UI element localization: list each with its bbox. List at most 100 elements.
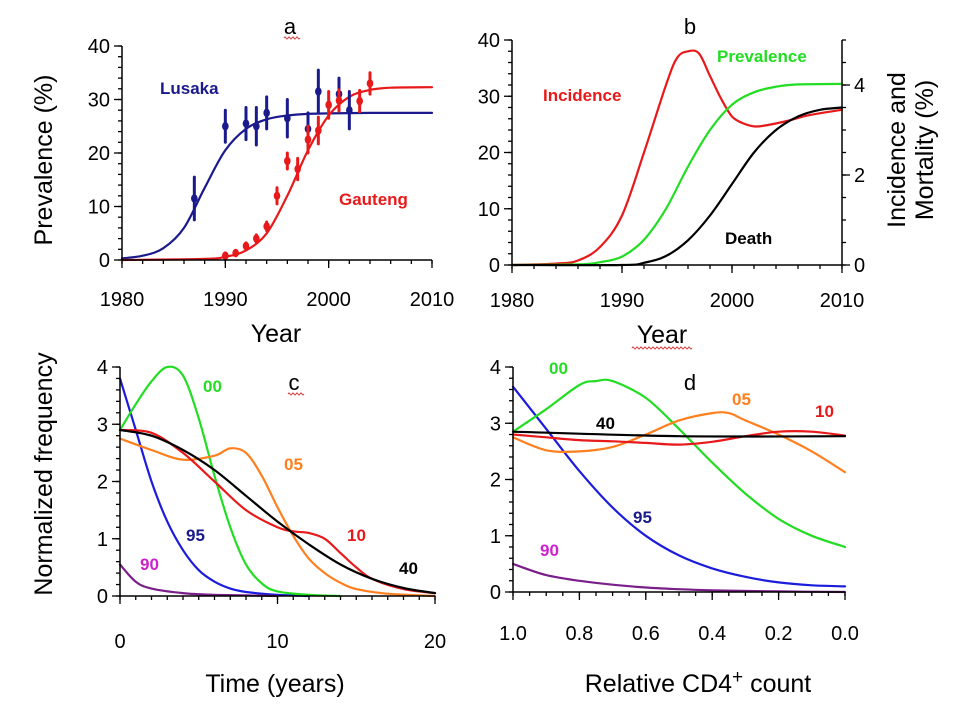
series-label-d-10: 10 bbox=[815, 402, 834, 421]
annotation-death: Death bbox=[725, 229, 772, 248]
series-label-d-95: 95 bbox=[633, 508, 652, 527]
y-tick-label-left-c: 2 bbox=[97, 472, 108, 494]
series-label-d-00: 00 bbox=[549, 359, 568, 378]
y-tick-label-right-b: 4 bbox=[854, 75, 865, 97]
x-tick-label-c: 20 bbox=[424, 631, 446, 653]
series-label-d-90: 90 bbox=[540, 541, 559, 560]
y-tick-label-left-b: 20 bbox=[478, 143, 500, 165]
data-point-lusaka bbox=[242, 119, 250, 128]
data-point-gauteng bbox=[294, 164, 301, 174]
x-tick-label-a: 2010 bbox=[410, 289, 455, 311]
y-tick-label-left-d: 4 bbox=[490, 357, 501, 379]
y-tick-label-left-d: 2 bbox=[490, 470, 501, 492]
annotation-gauteng: Gauteng bbox=[339, 190, 408, 209]
x-tick-label-b: 1990 bbox=[600, 290, 645, 312]
series-line-d-00 bbox=[511, 378, 847, 549]
y-tick-label-left-a: 30 bbox=[88, 90, 110, 112]
y-tick-label-left-c: 0 bbox=[97, 586, 108, 608]
y-tick-label-left-c: 4 bbox=[97, 357, 108, 379]
panel-letter-underline-a bbox=[283, 36, 301, 40]
y-tick-label-left-a: 20 bbox=[88, 143, 110, 165]
x-axis-title-a: Year bbox=[251, 320, 302, 348]
y-tick-label-left-d: 0 bbox=[490, 582, 501, 604]
y-axis-title-a: Prevalence (%) bbox=[30, 75, 58, 246]
data-point-lusaka bbox=[284, 114, 291, 123]
panel-letter-d: d bbox=[684, 370, 696, 395]
y-tick-label-left-d: 1 bbox=[490, 526, 501, 548]
x-tick-label-a: 1980 bbox=[100, 289, 145, 311]
x-tick-label-d: 0.4 bbox=[698, 623, 726, 645]
series-line-c-05 bbox=[118, 437, 437, 598]
x-axis-title-b: Year bbox=[637, 321, 688, 349]
data-point-lusaka bbox=[253, 122, 260, 131]
data-point-gauteng bbox=[273, 191, 281, 200]
x-axis-title-d-tail: count bbox=[743, 670, 811, 698]
series-label-c-40: 40 bbox=[399, 559, 418, 578]
data-point-gauteng bbox=[284, 156, 291, 166]
series-line-d-10 bbox=[511, 430, 847, 446]
data-point-gauteng bbox=[335, 96, 343, 105]
x-tick-label-d: 0.2 bbox=[765, 623, 793, 645]
x-tick-label-c: 10 bbox=[266, 631, 288, 653]
annotation-prevalence: Prevalence bbox=[717, 47, 807, 66]
x-tick-label-a: 1990 bbox=[203, 289, 248, 311]
x-tick-label-a: 2000 bbox=[306, 289, 351, 311]
x-tick-label-b: 2010 bbox=[820, 290, 865, 312]
series-label-c-95: 95 bbox=[186, 526, 205, 545]
series-label-d-40: 40 bbox=[596, 414, 615, 433]
series-label-c-10: 10 bbox=[347, 526, 366, 545]
data-point-lusaka bbox=[222, 122, 229, 131]
x-axis-title-d-superscript: + bbox=[732, 667, 743, 688]
data-point-gauteng bbox=[356, 96, 363, 106]
x-tick-label-b: 2000 bbox=[710, 290, 755, 312]
panel-letter-b: b bbox=[684, 14, 696, 39]
x-tick-label-d: 1.0 bbox=[499, 623, 527, 645]
y-tick-label-left-b: 40 bbox=[478, 30, 500, 52]
y-tick-label-left-b: 30 bbox=[478, 86, 500, 108]
series-label-d-05: 05 bbox=[732, 390, 751, 409]
x-axis-title-underline-b bbox=[631, 346, 693, 350]
series-label-c-90: 90 bbox=[140, 555, 159, 574]
panel-letter-a: a bbox=[284, 14, 297, 39]
y-axis-title-right-line2: Mortality (%) bbox=[911, 80, 939, 220]
data-point-gauteng bbox=[232, 248, 239, 258]
series-line-d-40 bbox=[511, 430, 847, 438]
data-point-gauteng bbox=[366, 79, 374, 88]
y-tick-label-left-c: 1 bbox=[97, 529, 108, 551]
series-line-c-10 bbox=[118, 428, 437, 595]
data-point-gauteng bbox=[325, 100, 332, 110]
x-tick-label-c: 0 bbox=[114, 631, 125, 653]
x-axis-title-d-main: Relative CD4 bbox=[585, 670, 732, 698]
panel-letter-underline-c bbox=[287, 392, 305, 396]
x-axis-title-c: Time (years) bbox=[205, 670, 344, 698]
series-line-c-95 bbox=[118, 377, 311, 598]
data-point-gauteng bbox=[222, 251, 229, 260]
annotation-incidence: Incidence bbox=[543, 86, 621, 105]
series-line-b-prevalence bbox=[510, 82, 844, 267]
y-tick-label-left-a: 10 bbox=[88, 197, 110, 219]
series-line-c-00 bbox=[118, 365, 342, 598]
series-line-d-90 bbox=[511, 562, 847, 594]
series-line-b-incidence bbox=[510, 49, 844, 267]
y-tick-label-left-d: 3 bbox=[490, 413, 501, 435]
y-axis-title-c: Normalized frequency bbox=[30, 352, 58, 596]
panel-letter-c: c bbox=[289, 370, 300, 395]
data-point-gauteng bbox=[315, 126, 322, 135]
x-tick-label-d: 0.8 bbox=[565, 623, 593, 645]
data-point-lusaka bbox=[191, 194, 198, 203]
series-label-c-05: 05 bbox=[284, 455, 303, 474]
y-tick-label-right-b: 2 bbox=[854, 165, 865, 187]
data-point-gauteng bbox=[263, 222, 270, 231]
y-tick-label-left-a: 0 bbox=[99, 250, 110, 272]
data-point-gauteng bbox=[253, 234, 260, 243]
y-tick-label-left-a: 40 bbox=[88, 36, 110, 58]
series-line-b-death bbox=[510, 106, 844, 267]
annotation-lusaka: Lusaka bbox=[160, 79, 219, 98]
series-line-d-05 bbox=[511, 411, 847, 474]
y-axis-title-right-b: Incidence andMortality (%) bbox=[883, 72, 939, 228]
y-axis-title-right-line1: Incidence and bbox=[883, 72, 911, 228]
data-point-lusaka bbox=[263, 108, 270, 118]
y-tick-label-right-b: 0 bbox=[854, 255, 865, 277]
x-tick-label-b: 1980 bbox=[490, 290, 535, 312]
series-line-a-lusaka bbox=[120, 111, 434, 260]
